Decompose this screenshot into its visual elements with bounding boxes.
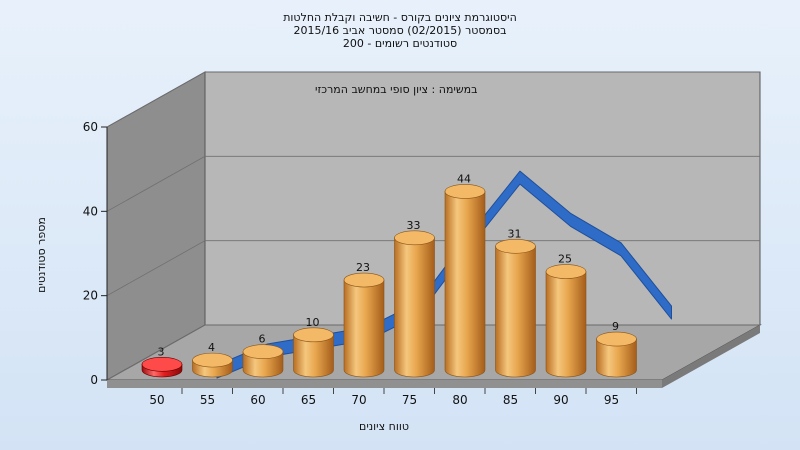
y-tick-label: 0	[90, 373, 98, 387]
y-tick-label: 60	[83, 120, 98, 134]
x-tick-label: 70	[351, 393, 366, 407]
bar-body	[545, 271, 587, 378]
bar-body	[444, 191, 486, 378]
chart-annotation: במשימה : ציון סופי במחשב המרכזי	[315, 83, 478, 96]
gridline	[106, 71, 760, 128]
x-tick-label: 95	[604, 393, 619, 407]
bar-top	[293, 327, 334, 343]
bar-top	[545, 264, 587, 279]
bar-95	[596, 331, 637, 378]
bar-55	[192, 352, 233, 378]
bar-90	[545, 264, 587, 378]
chart-title-line-2: בסמסטר (02/2015) סמסטר אביב 2015/16	[293, 24, 507, 37]
bar-data-label: 4	[208, 341, 215, 354]
bar-top	[242, 344, 284, 360]
bar-70	[343, 272, 385, 378]
x-tick-label: 75	[402, 393, 417, 407]
bar-top	[343, 272, 385, 288]
x-axis-title: טווח ציונים	[359, 420, 409, 433]
bar-85	[495, 238, 536, 378]
chart-title-line-3: סטודנטים רשומים - 200	[342, 37, 458, 50]
x-tick-label: 85	[503, 393, 518, 407]
bar-data-label: 9	[612, 320, 619, 333]
bar-body	[343, 279, 385, 378]
bar-data-label: 10	[306, 316, 320, 329]
y-tick-label: 40	[83, 204, 98, 218]
bar-65	[293, 327, 334, 378]
bar-80	[444, 184, 486, 378]
bar-top	[192, 352, 233, 368]
bar-body	[293, 334, 334, 378]
bar-data-label: 25	[558, 253, 572, 266]
bar-body	[495, 245, 536, 378]
distribution-curve	[216, 170, 672, 379]
bar-data-label: 6	[259, 333, 266, 346]
bar-data-label: 3	[158, 345, 165, 358]
bar-data-label: 23	[356, 261, 370, 274]
bar-top	[141, 357, 183, 372]
x-tick-label: 90	[553, 393, 568, 407]
x-tick-label: 55	[200, 393, 215, 407]
x-tick-label: 65	[301, 393, 316, 407]
bar-60	[242, 344, 284, 378]
bar-body	[394, 237, 435, 378]
y-tick-label: 20	[83, 289, 98, 303]
bar-top	[394, 230, 435, 246]
bar-top	[596, 331, 637, 347]
bar-50	[141, 357, 183, 378]
bar-top	[495, 238, 536, 254]
bar-data-label: 44	[457, 172, 471, 185]
gridline	[106, 240, 760, 297]
bar-data-label: 31	[508, 227, 522, 240]
bar-body	[596, 338, 637, 378]
chart-title-line-1: היסטוגרמת ציונים בקורס - חשיבה וקבלת החל…	[283, 11, 517, 24]
x-tick-label: 50	[149, 393, 164, 407]
x-tick-label: 60	[250, 393, 265, 407]
x-tick-label: 80	[452, 393, 467, 407]
bar-data-label: 33	[407, 219, 421, 232]
floor-edge-right	[662, 325, 760, 388]
y-axis-title: מספר סטודנטים	[35, 217, 48, 293]
gridline	[106, 155, 760, 212]
bar-75	[394, 230, 435, 378]
bar-top	[444, 184, 486, 199]
floor-edge-front	[107, 380, 662, 388]
